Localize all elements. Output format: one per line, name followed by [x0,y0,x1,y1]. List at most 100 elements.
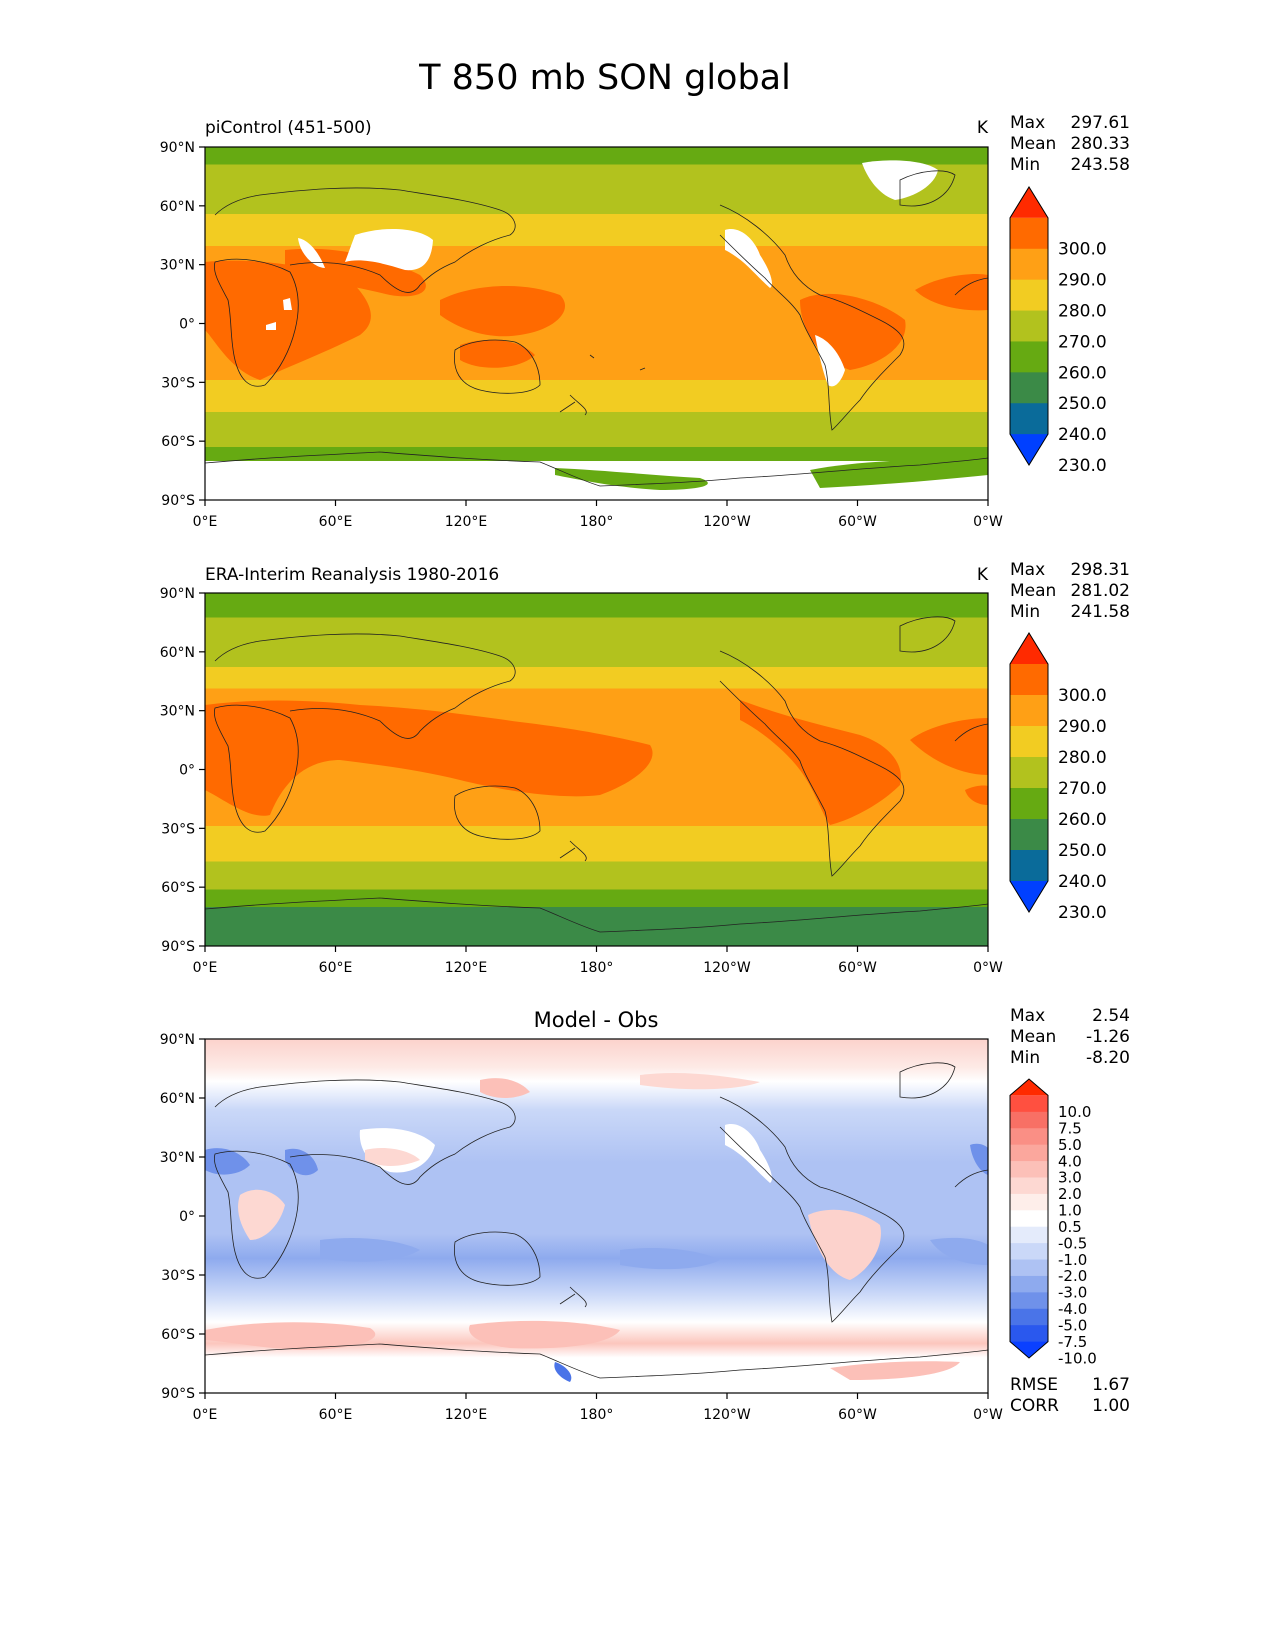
stat-min-label: Min [1010,155,1040,175]
colorbar-label: 0.5 [1058,1218,1082,1236]
colorbar-extend-max [1010,187,1048,218]
y-tick-label: 60°N [160,645,195,661]
colorbar-extend-min [1010,1341,1048,1358]
colorbar-label: 1.0 [1058,1202,1082,1220]
stat-max-value: 298.31 [1071,560,1130,580]
cold-region-iberia [970,1143,988,1175]
colorbar-label: 250.0 [1058,841,1107,861]
missing-east-africa [266,298,292,330]
stat-mean-label: Mean [1010,581,1056,601]
colorbar-segment [1010,726,1048,758]
warm-spot-tibet [365,1148,420,1166]
colorbar-label: 300.0 [1058,686,1107,706]
stat-max-value: 297.61 [1071,113,1130,133]
y-tick-label: 30°N [160,1150,195,1166]
warm-region-southern-ocean-east [469,1320,620,1349]
colorbar-segment [1010,1292,1048,1310]
stat-min-label: Min [1010,602,1040,622]
missing-tibet [345,228,433,271]
colorbar-label: 2.0 [1058,1185,1082,1203]
x-tick-label: 120°W [703,514,751,530]
stat-rmse-label: RMSE [1010,1375,1058,1395]
colorbar-label: 3.0 [1058,1169,1082,1187]
panel-test-units: K [977,118,989,138]
y-tick-label: 60°S [161,434,195,450]
x-tick-label: 0°E [193,514,218,530]
panel-reference-map [205,593,988,946]
colorbar-segment [1010,310,1048,342]
y-tick-label: 60°N [160,1091,195,1107]
x-tick-label: 180° [580,1407,614,1423]
warm-region-atlantic [910,718,988,775]
panel-reference-units: K [977,565,989,585]
warm-region-southern-africa [238,1189,285,1240]
colorbar-segment [1010,1161,1048,1178]
colorbar-segment [1010,279,1048,312]
x-tick-label: 180° [580,960,614,976]
colorbar-segment [1010,248,1048,281]
x-tick-label: 60°E [319,1407,353,1423]
panel-reference-axes: 90°N 60°N 30°N 0° 30°S 60°S 90°S 0°E 60°E 120°E 18… [160,586,1003,976]
warm-region-southern-ocean-west [205,1322,376,1350]
cold-region-atlantic [930,1237,988,1265]
colorbar-label: -4.0 [1058,1300,1087,1318]
colorbar-label: 250.0 [1058,394,1107,414]
colorbar-label: 7.5 [1058,1119,1082,1137]
warm-region-south-atlantic [965,785,988,805]
colorbar-segment [1010,788,1048,820]
y-tick-label: 60°N [160,199,195,215]
y-tick-label: 0° [179,317,195,333]
colorbar-segment [1010,1144,1048,1162]
y-tick-label: 30°N [160,258,195,274]
panel-test-axes: 90°N 60°N 30°N 0° 30°S 60°S 90°S 0°E 60°E 120°E 18… [160,140,1003,530]
stat-max-label: Max [1010,560,1045,580]
colorbar-label: 280.0 [1058,748,1107,768]
colorbar-extend-min [1010,434,1048,465]
panel-test-map [205,147,988,500]
stat-min-value: 241.58 [1071,602,1130,622]
warm-region-siberia [480,1078,530,1098]
x-tick-label: 0°W [973,514,1003,530]
colorbar-segment [1010,1243,1048,1261]
panel-reference: ERA-Interim Reanalysis 1980-2016 K 90°N 6… [160,560,1130,976]
colorbar-segment [1010,664,1048,696]
stat-corr-label: CORR [1010,1396,1059,1416]
panel-diff-colorbar: 10.07.55.04.03.02.01.00.5-0.5-1.0-2.0-3.… [1009,1078,1097,1367]
panel-test-stats: Max 297.61 Mean 280.33 Min 243.58 [1010,113,1130,175]
panel-reference-left-title: ERA-Interim Reanalysis 1980-2016 [205,565,499,585]
colorbar-label: 240.0 [1058,872,1107,892]
warm-region-africa [205,260,371,380]
y-tick-label: 30°S [161,1268,195,1284]
colorbar-segment [1010,1177,1048,1195]
x-tick-label: 120°E [445,514,488,530]
stat-mean-value: 280.33 [1071,134,1130,154]
colorbar-outline [1009,1078,1049,1359]
panel-diff-map [205,1039,988,1393]
colorbar-segment [1010,757,1048,789]
panel-reference-colorbar: 300.0 290.0 280.0 270.0 260.0 250.0 240.0 230.0 [1009,632,1107,923]
colorbar-segment [1010,403,1048,435]
colorbar-label: 280.0 [1058,302,1107,322]
stat-max-value: 2.54 [1092,1006,1130,1026]
colorbar-label: 260.0 [1058,363,1107,383]
antarctic-ross-sea [555,468,708,490]
y-tick-label: 0° [179,1209,195,1225]
stat-mean-label: Mean [1010,1027,1056,1047]
warm-region-atlantic [915,273,988,311]
colorbar-outline [1009,632,1049,913]
neutral-region-rockies [725,1124,772,1183]
colorbar-segment [1010,1325,1048,1343]
missing-andes [815,335,845,387]
x-tick-label: 60°W [838,960,877,976]
colorbar-label: 4.0 [1058,1152,1082,1170]
warm-region-weddell [830,1361,960,1380]
y-tick-label: 30°S [161,821,195,837]
colorbar-label: -1.0 [1058,1251,1087,1269]
stat-mean-label: Mean [1010,134,1056,154]
colorbar-segment [1010,819,1048,851]
colorbar-label: 260.0 [1058,810,1107,830]
colorbar-label: 270.0 [1058,779,1107,799]
colorbar-segment [1010,341,1048,373]
x-tick-label: 120°W [703,1407,751,1423]
